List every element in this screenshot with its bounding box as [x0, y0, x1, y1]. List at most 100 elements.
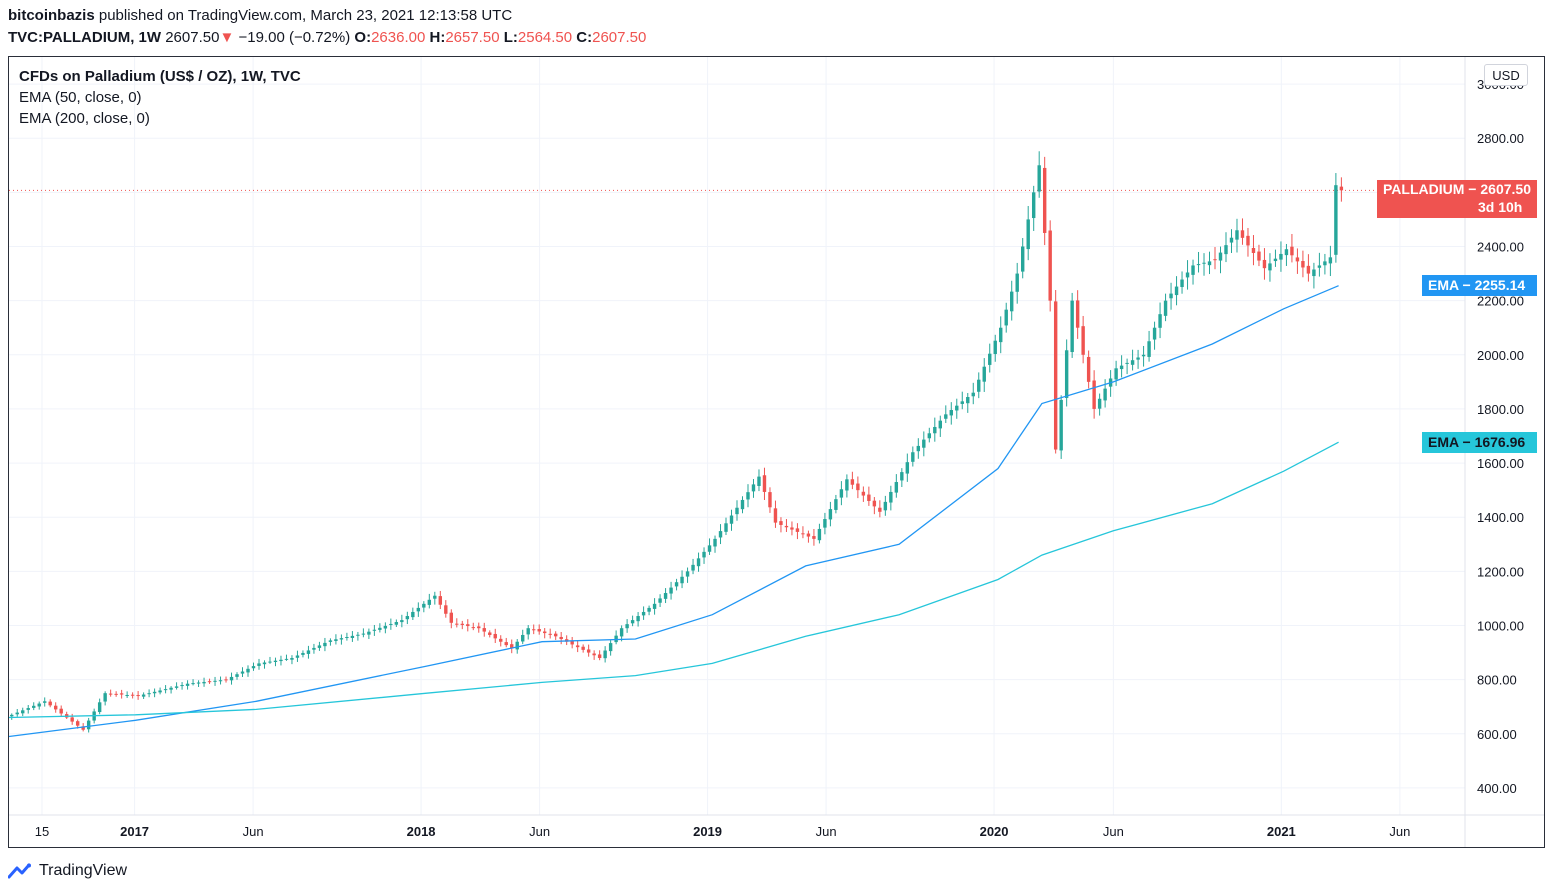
- candle-up: [619, 628, 624, 637]
- candle-up: [174, 686, 179, 688]
- candle-up: [757, 476, 761, 487]
- candle-up: [1037, 165, 1041, 192]
- candle-up: [625, 624, 629, 629]
- candle-up: [1130, 360, 1135, 365]
- candle-up: [707, 545, 712, 552]
- publish-text: published on TradingView.com, March 23, …: [98, 7, 513, 24]
- ema50-price-tag: EMA − 2255.14: [1422, 275, 1537, 297]
- candle-down: [1081, 326, 1085, 355]
- candle-up: [350, 635, 355, 638]
- candle-down: [471, 627, 475, 629]
- candle-down: [130, 694, 135, 696]
- ema200-tag-label: EMA: [1428, 433, 1459, 450]
- candle-down: [548, 633, 552, 635]
- candle-up: [971, 392, 975, 397]
- tradingview-logo-icon: [8, 863, 31, 879]
- ema200-price-tag: EMA − 1676.96: [1422, 431, 1537, 453]
- candle-up: [1010, 291, 1014, 312]
- candle-up: [977, 379, 981, 392]
- candle-down: [559, 636, 563, 640]
- candle-up: [15, 712, 19, 715]
- close-value: 2607.50: [592, 29, 647, 46]
- time-axis: 15 2017 Jun 2018 Jun 2019 Jun 2020 Jun 2021 Jun: [35, 824, 1411, 839]
- candle-down: [108, 693, 113, 695]
- candle-up: [658, 598, 662, 603]
- candle-up: [1268, 263, 1272, 271]
- candle-down: [48, 701, 52, 706]
- candle-down: [597, 654, 602, 658]
- candle-up: [43, 701, 47, 703]
- x-tick-label: 2017: [120, 824, 149, 839]
- candle-up: [32, 705, 36, 708]
- candle-up: [328, 640, 333, 642]
- candle-up: [433, 595, 437, 599]
- candle-up: [10, 714, 14, 717]
- candle-down: [504, 642, 508, 646]
- candle-up: [1152, 327, 1157, 340]
- chart-legend: CFDs on Palladium (US$ / OZ), 1W, TVC EM…: [19, 66, 301, 129]
- candle-up: [1317, 265, 1322, 268]
- high-label: H:: [429, 29, 446, 46]
- candle-up: [1185, 272, 1190, 278]
- candle-up: [422, 603, 426, 608]
- palladium-tag-label: PALLADIUM: [1383, 181, 1465, 198]
- candle-up: [911, 452, 915, 462]
- candle-down: [136, 695, 140, 697]
- candle-up: [372, 629, 377, 631]
- candle-up: [389, 623, 393, 625]
- candle-up: [1163, 300, 1168, 316]
- currency-button[interactable]: USD: [1484, 64, 1528, 86]
- x-tick-label: 15: [35, 824, 49, 839]
- y-tick-label: 600.00: [1477, 727, 1517, 742]
- candle-down: [53, 705, 58, 710]
- candle-up: [268, 661, 272, 663]
- author-name[interactable]: bitcoinbazis: [8, 7, 95, 24]
- candle-up: [949, 410, 953, 416]
- down-arrow-icon: ▼: [219, 29, 235, 46]
- ema50-line: [8, 285, 1339, 738]
- candle-up: [845, 479, 849, 491]
- symbol-label: TVC:PALLADIUM, 1W: [8, 29, 162, 46]
- candle-up: [295, 655, 300, 658]
- candle-down: [542, 631, 547, 634]
- candle-up: [317, 645, 322, 648]
- candle-up: [647, 607, 651, 612]
- last-price: 2607.50: [165, 29, 220, 46]
- candle-up: [916, 445, 921, 452]
- y-tick-label: 2400.00: [1477, 240, 1524, 255]
- legend-ema50[interactable]: EMA (50, close, 0): [19, 89, 142, 106]
- candle-up: [1119, 365, 1124, 370]
- candle-down: [1092, 380, 1096, 409]
- candle-down: [59, 708, 63, 714]
- y-tick-label: 800.00: [1477, 673, 1517, 688]
- candle-down: [856, 483, 860, 491]
- candle-down: [70, 717, 74, 722]
- candle-down: [812, 536, 816, 539]
- candle-up: [240, 671, 245, 674]
- candle-down: [1075, 300, 1080, 328]
- x-tick-label: Jun: [529, 824, 550, 839]
- candle-up: [839, 489, 844, 498]
- y-tick-label: 2800.00: [1477, 131, 1524, 146]
- x-tick-label: Jun: [816, 824, 837, 839]
- candle-up: [1273, 258, 1278, 262]
- candle-up: [614, 635, 618, 643]
- legend-title[interactable]: CFDs on Palladium (US$ / OZ), 1W, TVC: [19, 68, 301, 85]
- candle-down: [806, 533, 811, 537]
- candle-down: [553, 633, 558, 637]
- candle-up: [416, 607, 421, 612]
- candle-up: [691, 564, 695, 571]
- chart-frame[interactable]: [8, 56, 1545, 848]
- brand-footer[interactable]: TradingView: [8, 862, 127, 880]
- y-tick-label: 1800.00: [1477, 402, 1524, 417]
- legend-ema200[interactable]: EMA (200, close, 0): [19, 110, 150, 127]
- candle-up: [152, 691, 157, 694]
- candle-up: [1169, 293, 1173, 299]
- candle-up: [515, 641, 519, 650]
- open-value: 2636.00: [371, 29, 426, 46]
- candle-down: [1246, 235, 1250, 246]
- candle-down: [762, 475, 767, 492]
- candle-up: [97, 702, 102, 713]
- candle-down: [768, 492, 772, 508]
